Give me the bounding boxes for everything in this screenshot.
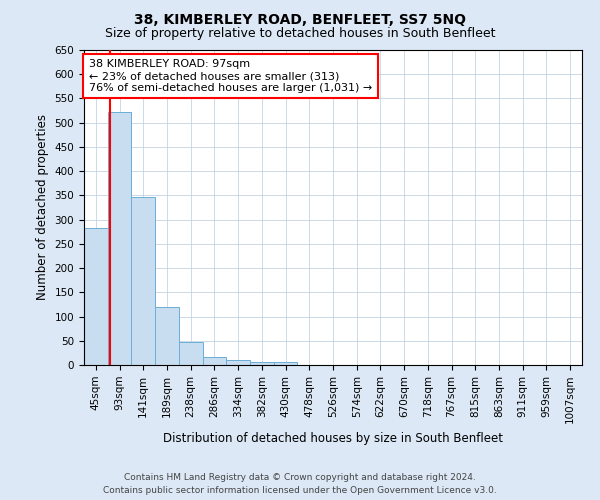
Bar xyxy=(179,342,203,365)
Bar xyxy=(203,357,226,365)
Text: 38, KIMBERLEY ROAD, BENFLEET, SS7 5NQ: 38, KIMBERLEY ROAD, BENFLEET, SS7 5NQ xyxy=(134,12,466,26)
Bar xyxy=(250,362,274,365)
Bar xyxy=(84,228,108,365)
Text: Size of property relative to detached houses in South Benfleet: Size of property relative to detached ho… xyxy=(105,28,495,40)
Bar xyxy=(131,197,155,365)
Bar xyxy=(226,360,250,365)
Bar xyxy=(155,307,179,365)
Bar xyxy=(108,112,131,365)
Text: 38 KIMBERLEY ROAD: 97sqm
← 23% of detached houses are smaller (313)
76% of semi-: 38 KIMBERLEY ROAD: 97sqm ← 23% of detach… xyxy=(89,60,372,92)
Y-axis label: Number of detached properties: Number of detached properties xyxy=(36,114,49,300)
Text: Contains HM Land Registry data © Crown copyright and database right 2024.
Contai: Contains HM Land Registry data © Crown c… xyxy=(103,474,497,495)
X-axis label: Distribution of detached houses by size in South Benfleet: Distribution of detached houses by size … xyxy=(163,432,503,444)
Bar xyxy=(274,362,298,365)
